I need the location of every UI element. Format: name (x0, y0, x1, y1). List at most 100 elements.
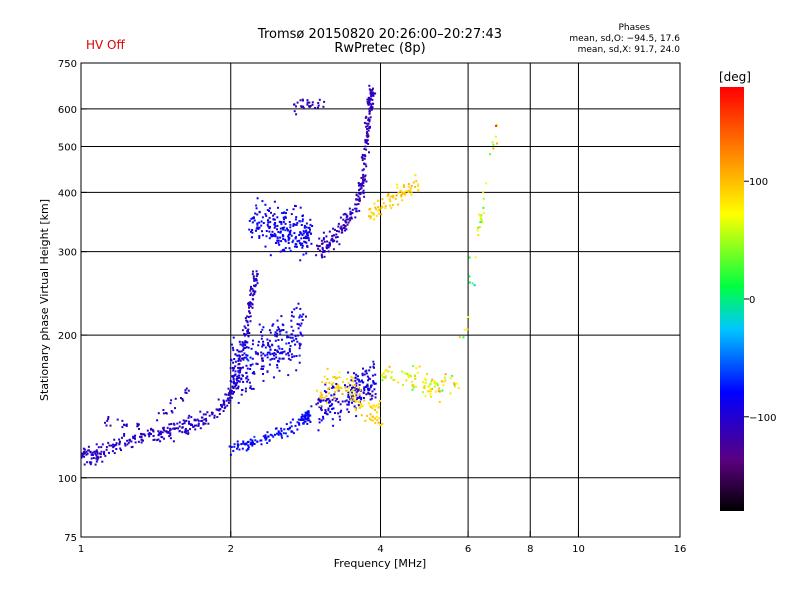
data-point (243, 356, 246, 359)
data-point (108, 451, 110, 454)
data-point (261, 328, 264, 331)
data-point (321, 381, 324, 383)
data-point (350, 398, 353, 401)
data-point (285, 423, 288, 426)
data-point (157, 430, 160, 433)
data-point (300, 243, 302, 246)
data-point (119, 440, 121, 443)
data-point (358, 380, 361, 383)
data-point (276, 228, 278, 231)
data-point (341, 231, 344, 234)
data-point (279, 333, 282, 336)
data-point (364, 116, 367, 119)
data-point (350, 376, 353, 379)
data-point (327, 250, 330, 253)
data-point (282, 238, 285, 240)
data-point (365, 139, 368, 142)
data-point (253, 291, 256, 294)
data-point (282, 212, 285, 214)
data-point (482, 206, 485, 209)
data-point (326, 367, 329, 370)
data-point (224, 393, 227, 396)
data-point (218, 408, 221, 411)
data-point (297, 302, 300, 305)
data-point (405, 190, 408, 193)
data-point (268, 329, 271, 332)
data-point (327, 409, 330, 412)
data-point (187, 416, 190, 419)
data-point (350, 379, 353, 382)
data-point (269, 433, 272, 436)
data-point (289, 336, 292, 339)
data-point (254, 284, 257, 287)
data-point (390, 207, 393, 209)
data-point (267, 342, 270, 344)
data-point (302, 230, 305, 233)
data-point (346, 223, 349, 226)
data-point (389, 195, 392, 198)
data-point (353, 398, 356, 401)
data-point (236, 440, 239, 443)
data-point (276, 432, 278, 435)
data-point (284, 432, 287, 435)
data-point (348, 217, 351, 220)
data-point (412, 384, 415, 387)
data-point (366, 98, 369, 101)
data-point (341, 229, 344, 232)
data-point (264, 438, 267, 441)
data-point (188, 414, 191, 417)
data-point (195, 424, 198, 427)
data-point (360, 176, 363, 179)
data-point (407, 374, 410, 377)
data-point (88, 461, 91, 464)
data-point (457, 387, 460, 389)
data-point (123, 434, 126, 437)
data-point (317, 429, 320, 432)
data-point (328, 405, 331, 408)
data-point (281, 323, 284, 326)
data-point (495, 124, 498, 127)
data-point (90, 457, 93, 460)
data-point (244, 317, 247, 319)
data-point (260, 443, 263, 446)
data-point (480, 217, 483, 220)
data-point (306, 419, 309, 422)
data-point (166, 431, 169, 434)
data-point (168, 423, 171, 426)
data-point (266, 224, 269, 226)
data-point (202, 422, 205, 425)
data-point (492, 147, 495, 150)
colorbar-tick-label: 100 (749, 177, 768, 188)
data-point (249, 364, 252, 367)
data-point (256, 273, 259, 276)
data-point (436, 382, 439, 385)
data-point (318, 398, 321, 401)
data-point (101, 443, 104, 446)
data-point (453, 383, 456, 386)
data-point (340, 409, 343, 412)
data-point (238, 448, 241, 451)
data-point (365, 384, 368, 387)
data-point (83, 455, 86, 458)
data-point (430, 395, 432, 398)
data-point (331, 383, 334, 386)
data-point (204, 413, 207, 416)
data-point (328, 381, 331, 384)
data-point (251, 357, 254, 360)
data-point (387, 193, 390, 196)
data-point (362, 180, 365, 183)
data-point (278, 431, 281, 434)
data-point (338, 371, 341, 374)
data-point (408, 373, 411, 376)
data-point (298, 323, 300, 326)
data-point (298, 361, 301, 364)
data-point (333, 234, 336, 237)
data-point (107, 418, 110, 420)
data-point (278, 220, 281, 223)
data-point (92, 457, 95, 459)
data-point (319, 391, 322, 394)
data-point (332, 376, 334, 379)
data-point (85, 453, 88, 456)
data-point (317, 102, 320, 104)
